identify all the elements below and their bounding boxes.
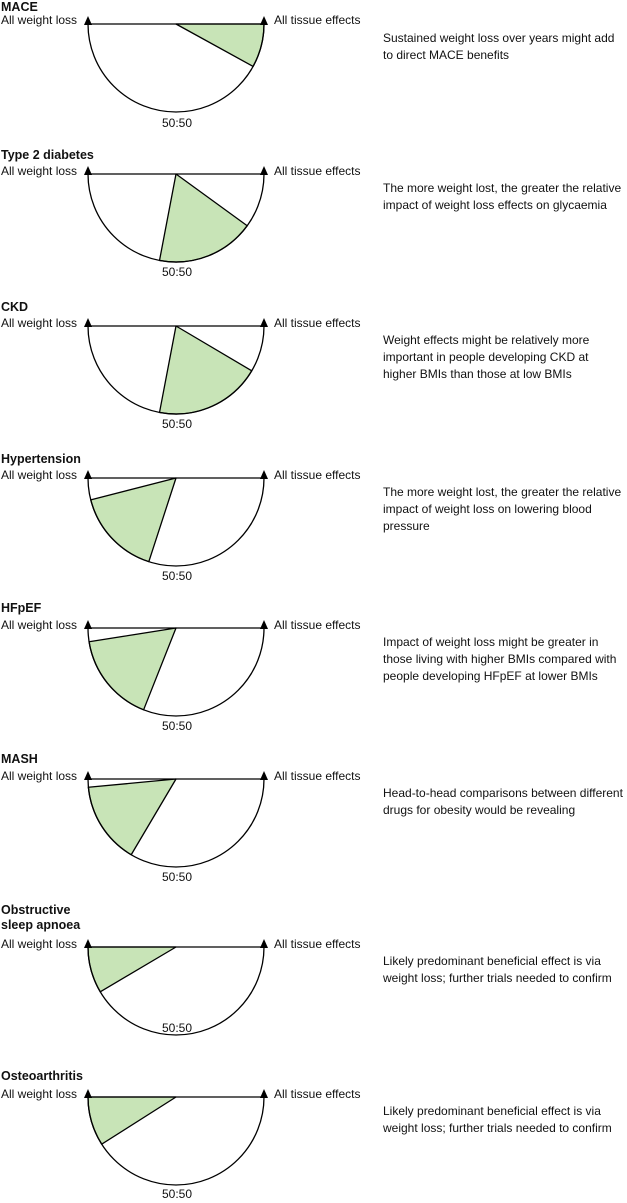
semicircle-gauge — [84, 620, 268, 717]
right-label: All tissue effects — [274, 1087, 361, 1101]
left-arrowhead-icon — [84, 620, 92, 629]
semicircle-outline — [87, 23, 265, 113]
right-arrowhead-icon — [260, 318, 268, 327]
semicircle-gauge — [84, 771, 268, 868]
panel-title: Obstructive sleep apnoea — [1, 903, 81, 932]
left-label: All weight loss — [1, 13, 78, 27]
left-arrowhead-icon — [84, 470, 92, 479]
left-arrowhead-icon — [84, 939, 92, 948]
ratio-label: 50:50 — [161, 265, 193, 279]
panel-hypertension: Hypertension All weight loss All tissue … — [0, 452, 627, 585]
ratio-label: 50:50 — [161, 569, 193, 583]
ratio-label: 50:50 — [161, 1187, 193, 1201]
panel-title: CKD — [1, 300, 29, 314]
left-label: All weight loss — [1, 618, 78, 632]
left-arrowhead-icon — [84, 166, 92, 175]
left-arrowhead-icon — [84, 318, 92, 327]
left-label: All weight loss — [1, 164, 78, 178]
panel-title: Osteoarthritis — [1, 1069, 83, 1083]
panel-note: The more weight lost, the greater the re… — [383, 485, 622, 533]
panel-note: Weight effects might be relatively more … — [383, 333, 590, 381]
panel-type-2-diabetes: Type 2 diabetes All weight loss All tiss… — [0, 148, 627, 281]
panel-note: Likely predominant beneficial effect is … — [383, 1104, 612, 1135]
right-label: All tissue effects — [274, 13, 361, 27]
semicircle-outline — [87, 778, 265, 868]
panel-osteoarthritis: Osteoarthritis All weight loss All tissu… — [0, 1069, 627, 1203]
ratio-label: 50:50 — [161, 116, 193, 130]
left-label: All weight loss — [1, 769, 78, 783]
ratio-label: 50:50 — [161, 719, 193, 733]
right-label: All tissue effects — [274, 769, 361, 783]
panel-title: MASH — [1, 752, 38, 766]
semicircle-gauge — [84, 16, 268, 113]
left-arrowhead-icon — [84, 771, 92, 780]
panel-note: The more weight lost, the greater the re… — [383, 181, 622, 212]
panel-obstructive-sleep-apnoea: Obstructive sleep apnoea All weight loss… — [0, 903, 627, 1037]
semicircle-outline — [87, 1096, 265, 1186]
panel-ckd: CKD All weight loss All tissue effects 5… — [0, 300, 627, 433]
right-arrowhead-icon — [260, 939, 268, 948]
shaded-wedge — [175, 23, 265, 68]
right-arrowhead-icon — [260, 1089, 268, 1098]
shaded-wedge — [88, 627, 177, 711]
left-label: All weight loss — [1, 1087, 78, 1101]
left-arrowhead-icon — [84, 16, 92, 25]
right-arrowhead-icon — [260, 620, 268, 629]
panel-mash: MASH All weight loss All tissue effects … — [0, 752, 627, 886]
semicircle-outline — [87, 325, 265, 415]
semicircle-gauge — [84, 939, 268, 1036]
panel-note: Head-to-head comparisons between differe… — [383, 786, 623, 817]
left-label: All weight loss — [1, 937, 78, 951]
panel-title: HFpEF — [1, 601, 42, 615]
shaded-wedge — [87, 946, 177, 993]
left-label: All weight loss — [1, 316, 78, 330]
left-arrowhead-icon — [84, 1089, 92, 1098]
panel-note: Impact of weight loss might be greater i… — [383, 635, 617, 683]
right-arrowhead-icon — [260, 166, 268, 175]
right-label: All tissue effects — [274, 316, 361, 330]
right-arrowhead-icon — [260, 771, 268, 780]
ratio-label: 50:50 — [161, 1021, 193, 1035]
panel-hfpef: HFpEF All weight loss All tissue effects… — [0, 601, 627, 735]
right-label: All tissue effects — [274, 937, 361, 951]
shaded-wedge — [158, 173, 248, 263]
semicircle-outline — [87, 477, 265, 567]
panel-mace: MACE All weight loss All tissue effects … — [0, 0, 627, 132]
shaded-wedge — [87, 1096, 177, 1145]
right-label: All tissue effects — [274, 468, 361, 482]
panel-note: Likely predominant beneficial effect is … — [383, 954, 612, 985]
right-label: All tissue effects — [274, 618, 361, 632]
panel-title: Type 2 diabetes — [1, 148, 94, 162]
semicircle-gauge — [84, 1089, 268, 1186]
shaded-wedge — [87, 778, 177, 856]
semicircle-gauge — [84, 166, 268, 263]
panel-note: Sustained weight loss over years might a… — [383, 31, 615, 62]
right-label: All tissue effects — [274, 164, 361, 178]
semicircle-outline — [87, 627, 265, 717]
left-label: All weight loss — [1, 468, 78, 482]
semicircle-gauge — [84, 470, 268, 567]
right-arrowhead-icon — [260, 16, 268, 25]
right-arrowhead-icon — [260, 470, 268, 479]
panel-title: Hypertension — [1, 452, 81, 466]
semicircle-outline — [87, 173, 265, 263]
panel-title: MACE — [1, 0, 38, 14]
ratio-label: 50:50 — [161, 870, 193, 884]
shaded-wedge — [90, 477, 177, 563]
semicircle-gauge — [84, 318, 268, 415]
shaded-wedge — [158, 325, 253, 415]
ratio-label: 50:50 — [161, 417, 193, 431]
semicircle-outline — [87, 946, 265, 1036]
